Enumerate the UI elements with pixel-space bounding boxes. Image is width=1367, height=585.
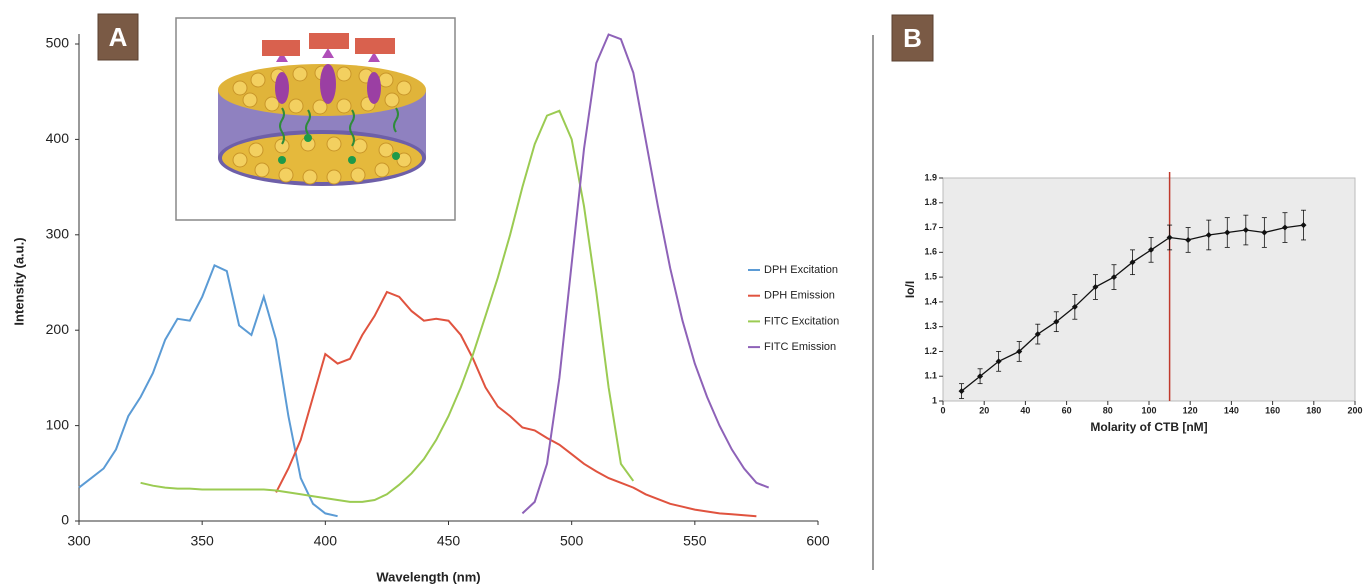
x-tick-label: 180 <box>1306 405 1321 415</box>
y-tick-label: 1.4 <box>924 296 937 306</box>
y-tick-label: 1.6 <box>924 247 937 257</box>
legend-label: DPH Excitation <box>764 264 838 276</box>
x-tick-label: 550 <box>683 533 707 549</box>
data-point <box>958 388 965 395</box>
y-tick-label: 1.2 <box>924 346 937 356</box>
x-tick-label: 300 <box>67 533 91 549</box>
y-tick-label: 1.7 <box>924 222 937 232</box>
x-tick-label: 400 <box>314 533 338 549</box>
y-tick-label: 300 <box>46 226 70 242</box>
y-tick-label: 1 <box>932 395 937 405</box>
y-tick-label: 400 <box>46 130 70 146</box>
legend-label: FITC Emission <box>764 341 836 353</box>
data-point <box>1071 303 1078 310</box>
x-tick-label: 200 <box>1347 405 1362 415</box>
x-tick-label: 350 <box>190 533 214 549</box>
x-tick-label: 40 <box>1020 405 1030 415</box>
data-point <box>1242 227 1249 234</box>
y-axis-title: Intensity (a.u.) <box>11 237 26 325</box>
x-tick-label: 140 <box>1224 405 1239 415</box>
data-point <box>1129 259 1136 266</box>
x-tick-label: 600 <box>806 533 830 549</box>
x-axis-title: Molarity of CTB [nM] <box>1090 420 1207 434</box>
inset-diagram <box>175 17 456 221</box>
x-tick-label: 160 <box>1265 405 1280 415</box>
data-point <box>977 373 984 380</box>
data-point <box>1281 224 1288 231</box>
x-tick-label: 60 <box>1062 405 1072 415</box>
series-line <box>275 290 757 518</box>
data-point <box>1261 229 1268 236</box>
data-point <box>1016 348 1023 355</box>
data-point <box>1110 274 1117 281</box>
data-point <box>1166 234 1173 241</box>
x-tick-label: 0 <box>940 405 945 415</box>
series-line <box>78 263 338 518</box>
data-point <box>1053 318 1060 325</box>
panel-label-box <box>891 14 934 62</box>
y-tick-label: 1.8 <box>924 197 937 207</box>
panel-label: B <box>903 23 922 53</box>
y-tick-label: 1.5 <box>924 271 937 281</box>
y-tick-label: 1.3 <box>924 321 937 331</box>
x-tick-label: 500 <box>560 533 584 549</box>
series-line <box>521 33 770 515</box>
data-point <box>1148 246 1155 253</box>
y-axis-title: Io/I <box>903 281 917 298</box>
x-tick-label: 20 <box>979 405 989 415</box>
legend-label: FITC Excitation <box>764 315 839 327</box>
panel-label: A <box>109 22 128 52</box>
series-line <box>140 109 635 503</box>
data-point <box>1034 331 1041 338</box>
data-point <box>995 358 1002 365</box>
y-tick-label: 500 <box>46 35 70 51</box>
x-tick-label: 80 <box>1103 405 1113 415</box>
x-tick-label: 120 <box>1183 405 1198 415</box>
data-point <box>1224 229 1231 236</box>
panel-label-box <box>97 13 139 61</box>
data-point <box>1205 231 1212 238</box>
x-axis-title: Wavelength (nm) <box>376 569 480 584</box>
y-tick-label: 100 <box>46 416 70 432</box>
plot-area <box>942 177 1356 402</box>
legend-label: DPH Emission <box>764 290 835 302</box>
data-point <box>1300 222 1307 229</box>
y-tick-label: 1.1 <box>924 371 937 381</box>
y-tick-label: 0 <box>61 512 69 528</box>
y-tick-label: 200 <box>46 321 70 337</box>
x-tick-label: 450 <box>437 533 461 549</box>
x-tick-label: 100 <box>1141 405 1156 415</box>
data-point <box>1185 236 1192 243</box>
y-tick-label: 1.9 <box>924 172 937 182</box>
data-point <box>1092 284 1099 291</box>
